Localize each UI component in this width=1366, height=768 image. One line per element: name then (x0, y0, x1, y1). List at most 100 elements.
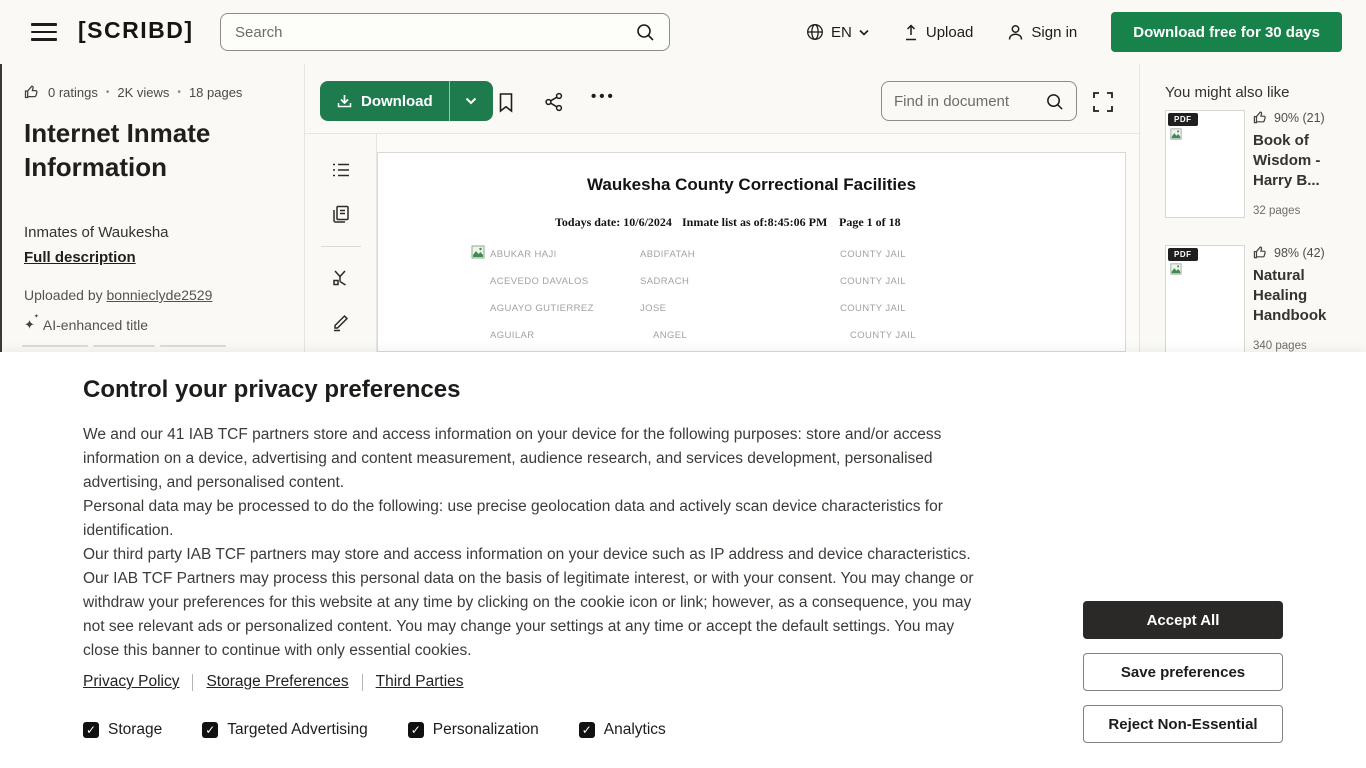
document-title: Internet Inmate Information (24, 118, 211, 182)
broken-image-icon (1170, 263, 1182, 275)
pdf-badge: PDF (1168, 113, 1198, 126)
search-bar[interactable] (220, 13, 670, 51)
edit-pencil-icon[interactable] (331, 312, 351, 332)
privacy-consent-banner: Control your privacy preferences We and … (0, 352, 1366, 768)
reject-non-essential-button[interactable]: Reject Non-Essential (1083, 705, 1283, 743)
copy-pages-icon[interactable] (331, 204, 351, 224)
inmate-row: AGUILAR ANGEL COUNTY JAIL (490, 330, 916, 341)
viewer-body: Waukesha County Correctional Facilities … (305, 134, 1139, 352)
accept-all-button[interactable]: Accept All (1083, 601, 1283, 639)
todays-date: Todays date: 10/6/2024 (555, 215, 672, 229)
fullscreen-icon[interactable] (1092, 91, 1114, 113)
save-preferences-button[interactable]: Save preferences (1083, 653, 1283, 691)
doc-rating: 90% (21) (1253, 110, 1355, 125)
scribd-logo[interactable]: [SCRIBD] (78, 17, 194, 43)
find-in-document-box[interactable] (881, 81, 1077, 121)
upload-button[interactable]: Upload (903, 23, 974, 41)
related-doc-pages: 32 pages (1253, 205, 1301, 217)
ai-enhanced-line: ✦ ✦ AI-enhanced title (24, 314, 148, 333)
upload-icon (903, 23, 919, 41)
globe-icon (806, 23, 824, 41)
analytics-checkbox[interactable]: ✓ Analytics (578, 721, 666, 739)
upload-label: Upload (925, 23, 974, 41)
full-description-link[interactable]: Full description (24, 249, 136, 266)
broken-image-icon (1170, 128, 1182, 140)
thumbs-up-icon (24, 84, 40, 100)
document-info-panel: 0 ratings • 2K views • 18 pages Internet… (0, 64, 305, 352)
viewer-toolbar: Download ••• (305, 64, 1139, 134)
personalization-checkbox[interactable]: ✓ Personalization (407, 721, 539, 739)
checkbox-checked-icon: ✓ (407, 722, 424, 738)
inmate-list-as-of: Inmate list as of:8:45:06 PM (682, 215, 828, 229)
left-edge-divider (0, 64, 2, 352)
page-number: Page 1 of 18 (839, 215, 901, 229)
inmate-row: AGUAYO GUTIERREZ JOSE COUNTY JAIL (490, 303, 906, 314)
inmate-row: ACEVEDO DAVALOS SADRACH COUNTY JAIL (490, 276, 906, 287)
highlight-pen-icon[interactable] (331, 268, 351, 288)
checkbox-checked-icon: ✓ (83, 722, 99, 738)
search-input[interactable] (235, 23, 635, 41)
viewer-side-rail (305, 134, 377, 352)
thumbs-up-icon (1253, 110, 1268, 125)
share-icon[interactable] (543, 91, 565, 113)
privacy-paragraph: Personal data may be processed to do the… (83, 498, 943, 539)
person-icon (1007, 24, 1024, 41)
privacy-policy-link[interactable]: Privacy Policy (83, 673, 180, 690)
privacy-checkboxes: ✓ Storage ✓ Targeted Advertising ✓ Perso… (83, 721, 666, 739)
storage-preferences-link[interactable]: Storage Preferences (206, 673, 349, 690)
recommendations-heading: You might also like (1165, 84, 1290, 101)
bookmark-icon[interactable] (495, 91, 517, 113)
download-button[interactable]: Download (320, 81, 449, 121)
related-doc-title[interactable]: Natural Healing Handbook (1253, 267, 1327, 324)
sparkle-icon: ✦ ✦ (24, 314, 39, 332)
download-icon (336, 93, 353, 110)
download-free-trial-button[interactable]: Download free for 30 days (1111, 12, 1342, 52)
recommendations-panel: You might also like PDF 90% (21) Book of… (1141, 64, 1366, 353)
link-separator (192, 673, 194, 691)
document-subtitle: Inmates of Waukesha (24, 224, 169, 241)
thumbs-up-icon (1253, 245, 1268, 260)
privacy-paragraph: We and our 41 IAB TCF partners store and… (83, 426, 942, 491)
download-label: Download (361, 92, 433, 110)
third-parties-link[interactable]: Third Parties (375, 673, 464, 690)
ratings-count: 0 ratings (48, 84, 98, 100)
language-selector[interactable]: EN (806, 23, 869, 41)
doc-thumbnail[interactable]: PDF (1165, 110, 1245, 218)
document-viewer: Download ••• (305, 64, 1140, 352)
sign-in-button[interactable]: Sign in (1007, 24, 1077, 41)
link-separator (361, 673, 363, 691)
checkbox-checked-icon: ✓ (202, 722, 219, 738)
uploaded-by-line: Uploaded by bonnieclyde2529 (24, 287, 213, 303)
inmate-row: ABUKAR HAJI ABDIFATAH COUNTY JAIL (378, 245, 1125, 263)
rail-divider (321, 246, 361, 247)
search-icon[interactable] (635, 22, 655, 42)
related-doc-title[interactable]: Book of Wisdom - Harry B... (1253, 132, 1321, 189)
uploader-link[interactable]: bonnieclyde2529 (106, 287, 213, 303)
privacy-paragraph: Our third party IAB TCF partners may sto… (83, 546, 974, 659)
document-page-title: Waukesha County Correctional Facilities (586, 175, 917, 194)
checkbox-checked-icon: ✓ (578, 722, 595, 738)
find-in-document-input[interactable] (894, 92, 1045, 110)
top-navbar: [SCRIBD] EN Upload (0, 0, 1366, 64)
storage-checkbox[interactable]: ✓ Storage (83, 721, 162, 739)
doc-rating: 98% (42) (1253, 245, 1355, 260)
privacy-links: Privacy Policy Storage Preferences Third… (83, 673, 464, 691)
contents-list-icon[interactable] (331, 160, 351, 180)
pdf-badge: PDF (1168, 248, 1198, 261)
privacy-heading: Control your privacy preferences (83, 376, 461, 403)
doc-thumbnail[interactable]: PDF (1165, 245, 1245, 353)
download-split-button[interactable]: Download (320, 81, 493, 121)
views-count: 2K views (117, 84, 170, 100)
download-options-button[interactable] (448, 81, 493, 121)
chevron-down-icon (859, 29, 869, 36)
menu-icon[interactable] (31, 23, 57, 41)
targeted-advertising-checkbox[interactable]: ✓ Targeted Advertising (202, 721, 368, 739)
sign-in-label: Sign in (1031, 23, 1078, 41)
language-label: EN (831, 23, 852, 41)
related-doc-pages: 340 pages (1253, 340, 1307, 352)
document-page: Waukesha County Correctional Facilities … (377, 152, 1126, 352)
more-options-icon[interactable]: ••• (591, 88, 616, 105)
find-search-icon[interactable] (1045, 92, 1064, 111)
privacy-text: We and our 41 IAB TCF partners store and… (83, 423, 975, 663)
